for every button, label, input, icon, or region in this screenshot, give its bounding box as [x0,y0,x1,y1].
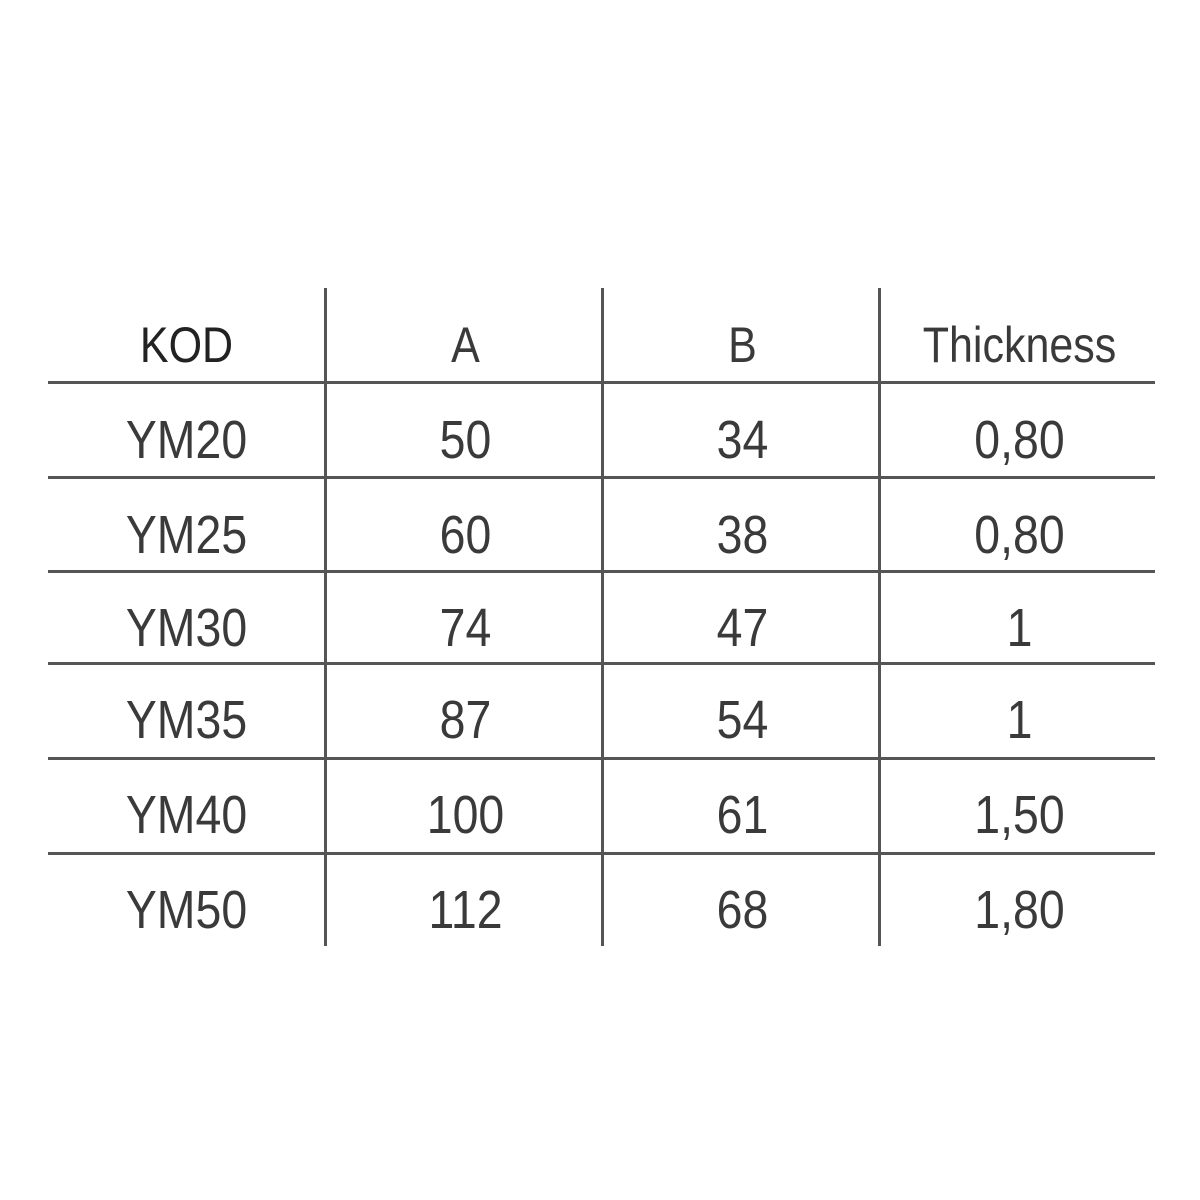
table-cell: YM40 [125,785,248,845]
table-cell: 112 [428,880,503,940]
table-cell: YM50 [125,880,248,940]
table-cell: YM20 [125,410,248,470]
table-cell: 74 [439,598,492,658]
table-cell: 68 [716,880,769,940]
table-cell: 1,50 [974,785,1065,845]
table-cell: 0,80 [974,505,1065,565]
table-cell: 1 [1006,690,1033,750]
table-cell: 54 [716,690,769,750]
column-header: KOD [139,317,234,373]
table-cell: 1,80 [974,880,1065,940]
table-cell: 61 [716,785,769,845]
table-cell: 0,80 [974,410,1065,470]
table-cell: 47 [716,598,769,658]
table-cell: 100 [426,785,505,845]
column-header: B [728,317,757,373]
table-cell: 38 [716,505,769,565]
table-cell: 34 [716,410,769,470]
column-header: A [451,317,480,373]
column-header: Thickness [922,317,1117,373]
table-cell: 50 [439,410,492,470]
table-cell: YM30 [125,598,248,658]
table-cell: 1 [1006,598,1033,658]
column-divider [878,288,881,946]
table-cell: YM25 [125,505,248,565]
column-divider [601,288,604,946]
table-cell: 87 [439,690,492,750]
column-divider [324,288,327,946]
table-cell: 60 [439,505,492,565]
table-cell: YM35 [125,690,248,750]
